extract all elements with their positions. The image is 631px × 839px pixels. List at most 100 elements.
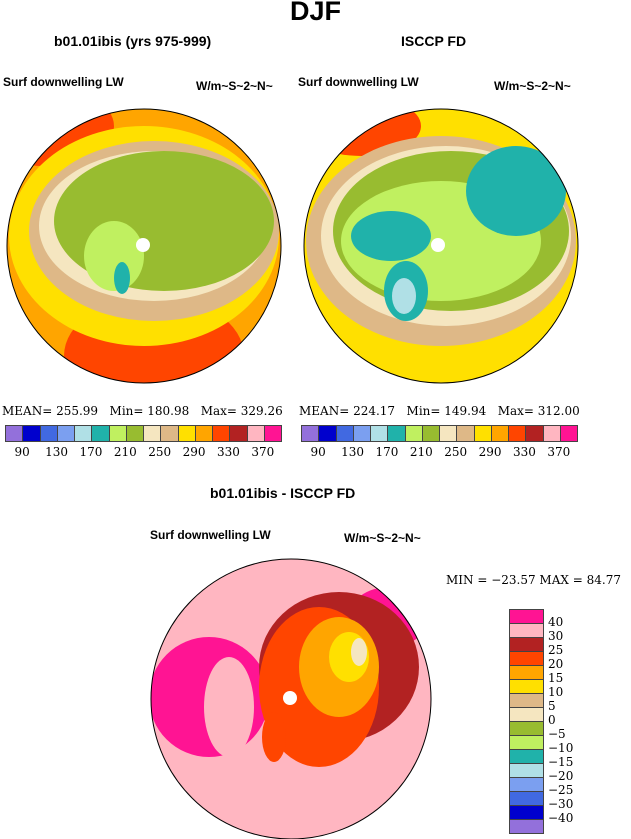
colorbar-tick-label: 5 — [548, 699, 556, 713]
colorbar-swatch — [510, 722, 543, 736]
colorbar-swatch — [388, 426, 406, 441]
panel-1-units: W/m~S~2~N~ — [196, 79, 273, 93]
colorbar-swatch — [161, 426, 179, 441]
colorbar-swatch — [178, 426, 196, 441]
panel-2-units: W/m~S~2~N~ — [494, 79, 571, 93]
colorbar-swatch — [509, 426, 527, 441]
colorbar-tick-label: 330 — [216, 445, 240, 459]
colorbar-swatch — [543, 426, 561, 441]
colorbar-swatch — [510, 638, 543, 652]
colorbar-swatch — [510, 778, 543, 792]
colorbar-swatch — [560, 426, 577, 441]
colorbar-tick-label: 290 — [182, 445, 206, 459]
colorbar-swatch — [319, 426, 337, 441]
colorbar-tick-label: −30 — [548, 797, 574, 811]
colorbar-swatch — [510, 666, 543, 680]
colorbar-tick-label: 10 — [548, 685, 564, 699]
colorbar-swatch — [526, 426, 544, 441]
map-model — [6, 108, 282, 384]
colorbar-tick-label: −20 — [548, 769, 574, 783]
panel-2-title: ISCCP FD — [401, 33, 467, 49]
colorbar-tick-label: 210 — [113, 445, 137, 459]
panel-2-stats: MEAN= 224.17 Min= 149.94 Max= 312.00 — [299, 404, 580, 418]
colorbar-swatch — [457, 426, 475, 441]
colorbar-swatch — [510, 820, 543, 833]
colorbar-swatch — [213, 426, 231, 441]
colorbar-tick-label: 20 — [548, 657, 564, 671]
colorbar-swatch — [510, 694, 543, 708]
colorbar-tick-label: 130 — [45, 445, 69, 459]
colorbar-swatch — [75, 426, 93, 441]
colorbar-swatch — [371, 426, 389, 441]
diff-minmax: MIN = −23.57 MAX = 84.77 — [446, 573, 621, 587]
colorbar-swatch — [510, 680, 543, 694]
pole-marker — [283, 691, 297, 705]
colorbar-swatch — [109, 426, 127, 441]
panel-1-max: Max= 329.26 — [200, 404, 283, 418]
panel-1-stats: MEAN= 255.99 Min= 180.98 Max= 329.26 — [2, 404, 283, 418]
colorbar-swatch — [23, 426, 41, 441]
colorbar-observed — [301, 425, 578, 442]
figure-title: DJF — [289, 0, 341, 26]
colorbar-tick-label: 90 — [310, 445, 326, 459]
colorbar-tick-label: 210 — [409, 445, 433, 459]
colorbar-swatch — [126, 426, 144, 441]
colorbar-tick-label: −40 — [548, 811, 574, 825]
colorbar-swatch — [92, 426, 110, 441]
colorbar-swatch — [474, 426, 492, 441]
colorbar-observed-labels: 90 130 170 210 250 290 330 370 — [301, 445, 576, 461]
panel-1-mean: MEAN= 255.99 — [2, 404, 99, 418]
colorbar-tick-label: 130 — [341, 445, 365, 459]
colorbar-tick-label: 330 — [512, 445, 536, 459]
colorbar-tick-label: −15 — [548, 755, 574, 769]
panel-1-min: Min= 180.98 — [109, 404, 190, 418]
colorbar-swatch — [510, 764, 543, 778]
colorbar-tick-label: 0 — [548, 713, 556, 727]
colorbar-model-labels: 90 130 170 210 250 290 330 370 — [5, 445, 280, 461]
colorbar-tick-label: 25 — [548, 643, 564, 657]
colorbar-swatch — [422, 426, 440, 441]
pole-marker — [431, 238, 445, 252]
colorbar-swatch — [302, 426, 320, 441]
colorbar-swatch — [264, 426, 281, 441]
colorbar-swatch — [40, 426, 58, 441]
colorbar-swatch — [440, 426, 458, 441]
colorbar-swatch — [510, 624, 543, 638]
colorbar-swatch — [144, 426, 162, 441]
colorbar-tick-label: 15 — [548, 671, 564, 685]
panel-1-variable: Surf downwelling LW — [3, 75, 124, 89]
colorbar-swatch — [510, 806, 543, 820]
colorbar-swatch — [57, 426, 75, 441]
colorbar-swatch — [510, 610, 543, 624]
panel-2-max: Max= 312.00 — [497, 404, 580, 418]
panel-1-title: b01.01ibis (yrs 975-999) — [54, 33, 212, 49]
map-difference — [150, 558, 432, 839]
colorbar-tick-label: 250 — [444, 445, 468, 459]
colorbar-tick-label: 170 — [375, 445, 399, 459]
colorbar-swatch — [510, 736, 543, 750]
colorbar-swatch — [195, 426, 213, 441]
colorbar-tick-label: −10 — [548, 741, 574, 755]
colorbar-model — [5, 425, 282, 442]
panel-2-min: Min= 149.94 — [406, 404, 487, 418]
colorbar-tick-label: 40 — [548, 615, 564, 629]
colorbar-difference — [509, 609, 544, 834]
colorbar-tick-label: 90 — [14, 445, 30, 459]
colorbar-tick-label: −25 — [548, 783, 574, 797]
map-observed — [303, 108, 579, 384]
colorbar-tick-label: 370 — [251, 445, 275, 459]
colorbar-swatch — [405, 426, 423, 441]
colorbar-swatch — [230, 426, 248, 441]
colorbar-swatch — [6, 426, 24, 441]
diff-units: W/m~S~2~N~ — [344, 531, 421, 545]
colorbar-swatch — [336, 426, 354, 441]
panel-2-mean: MEAN= 224.17 — [299, 404, 396, 418]
diff-variable: Surf downwelling LW — [150, 528, 271, 542]
colorbar-swatch — [510, 750, 543, 764]
colorbar-swatch — [510, 792, 543, 806]
colorbar-tick-label: 290 — [478, 445, 502, 459]
colorbar-swatch — [491, 426, 509, 441]
colorbar-swatch — [353, 426, 371, 441]
colorbar-swatch — [510, 708, 543, 722]
